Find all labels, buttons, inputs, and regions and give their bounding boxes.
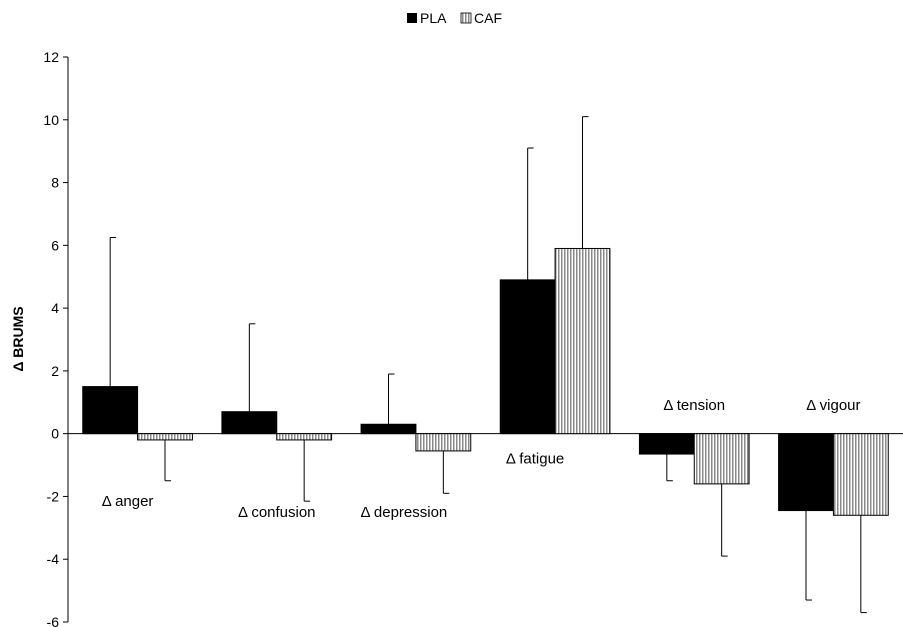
legend-swatch-pla (407, 13, 417, 23)
category-label: Δ tension (663, 397, 725, 414)
y-tick-label: 6 (51, 237, 59, 253)
y-tick-label: 0 (51, 426, 59, 442)
axes: -6 -4 -2 0 2 4 6 8 10 12 (43, 49, 903, 627)
y-tick-label: -4 (47, 551, 60, 567)
y-tick-label: 10 (43, 112, 59, 128)
bar-pla (499, 279, 556, 435)
y-tick-label: 8 (51, 175, 59, 191)
bar-pla (638, 433, 695, 455)
bar-caf (832, 433, 889, 516)
bar-caf (693, 433, 750, 485)
y-tick-label: -6 (47, 614, 60, 627)
y-tick-label: -2 (47, 488, 60, 504)
category-label: Δ confusion (238, 504, 316, 521)
category-labels: Δ anger Δ confusion Δ depression Δ fatigue Δ… (102, 397, 861, 521)
category-label: Δ fatigue (506, 450, 564, 467)
bar-pla (778, 433, 834, 512)
legend: PLA CAF (407, 10, 502, 26)
legend-label-pla: PLA (420, 10, 447, 26)
category-label: Δ depression (361, 504, 448, 521)
category-label: Δ anger (102, 493, 154, 510)
bar-pla (360, 423, 417, 435)
bar-caf (137, 433, 193, 441)
legend-swatch-caf (460, 12, 472, 24)
category-label: Δ vigour (806, 397, 860, 414)
y-tick-label: 12 (43, 49, 59, 65)
y-tick-label: 2 (51, 363, 59, 379)
bar-caf (554, 247, 611, 435)
legend-label-caf: CAF (474, 10, 502, 26)
error-bars (109, 116, 867, 614)
y-axis-label: Δ BRUMS (10, 306, 26, 371)
y-tick-label: 4 (51, 300, 59, 316)
bar-caf (276, 433, 333, 441)
bar-pla (221, 411, 278, 435)
bars (82, 247, 889, 516)
bar-pla (82, 386, 139, 435)
bar-caf (415, 433, 472, 452)
